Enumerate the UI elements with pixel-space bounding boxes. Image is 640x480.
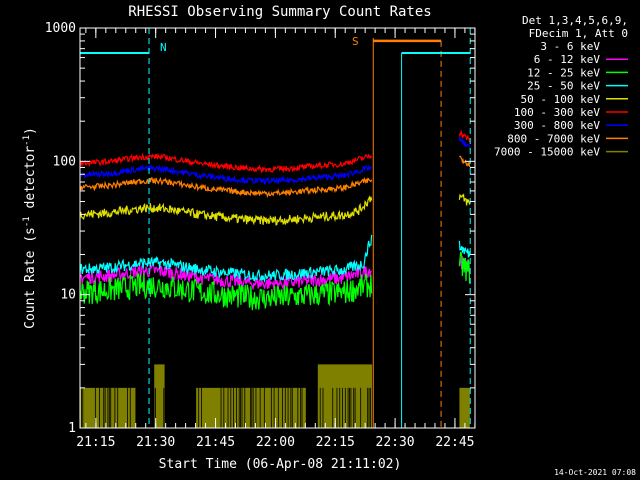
rate-12-25-kev-late-trace: [458, 251, 471, 284]
rate-7000-15000-kev-block-2: [154, 364, 165, 428]
legend-label-rate-7000-15000-kev: 7000 - 15000 keV: [494, 146, 600, 159]
rate-7000-15000-kev-block-6: [317, 364, 321, 428]
rate-3-6-kev-late-trace: [458, 295, 471, 339]
rate-25-50-kev-late-trace: [458, 240, 471, 258]
y-tick-label-1000: 1000: [45, 21, 76, 36]
chart-frame: [79, 27, 476, 429]
rate-100-300-kev-late-trace: [458, 129, 471, 143]
rate-800-7000-kev-trace: [79, 176, 373, 199]
legend-label-rate-800-7000-kev: 800 - 7000 keV: [507, 132, 600, 145]
x-tick-label-2215: 22:15: [316, 435, 355, 450]
y-tick-labels: 1 10 100 1000: [45, 21, 76, 436]
rate-800-7000-kev-late-trace: [459, 155, 471, 168]
chart-title: RHESSI Observing Summary Count Rates: [128, 4, 431, 20]
x-tick-label-2145: 21:45: [196, 435, 235, 450]
legend-label-rate-50-100-kev: 50 - 100 keV: [521, 93, 601, 106]
rate-100-300-kev-trace: [79, 152, 373, 174]
plot-frame: [79, 27, 476, 429]
annotation-s-label: S: [352, 35, 359, 48]
legend-label-rate-300-800-kev: 300 - 800 keV: [514, 119, 600, 132]
legend-label-rate-100-300-kev: 100 - 300 keV: [514, 106, 600, 119]
chart-series: [79, 129, 471, 428]
rate-25-50-kev-trace: [79, 234, 373, 284]
rate-7000-15000-kev-block-4: [196, 387, 306, 428]
y-tick-label-10: 10: [60, 288, 76, 303]
legend-label-rate-3-6-kev: 3 - 6 keV: [540, 40, 600, 53]
x-tick-label-2130: 21:30: [136, 435, 175, 450]
rate-3-6-kev-trace: [79, 290, 373, 383]
rate-6-12-kev-trace: [79, 264, 373, 291]
rate-300-800-kev-trace: [79, 163, 373, 185]
legend-label-rate-6-12-kev: 6 - 12 keV: [534, 53, 601, 66]
rate-50-100-kev-trace: [79, 195, 373, 226]
legend-label-rate-25-50-kev: 25 - 50 keV: [527, 80, 600, 93]
legend-label-rate-12-25-kev: 12 - 25 keV: [527, 66, 600, 79]
rate-7000-15000-kev-block-7: [320, 364, 373, 428]
y-tick-label-100: 100: [53, 154, 76, 169]
legend-header-line-2: FDecim 1, Att 0: [529, 27, 628, 40]
rate-12-25-kev-trace: [79, 272, 373, 311]
timestamp: 14-Oct-2021 07:08: [554, 468, 636, 477]
y-axis-label: Count Rate (s-1 detector-1): [22, 127, 38, 329]
x-tick-label-2230: 22:30: [376, 435, 415, 450]
annotation-n-label: N: [160, 41, 167, 54]
rate-7000-15000-kev-block-8: [459, 387, 470, 428]
x-tick-label-2200: 22:00: [256, 435, 295, 450]
y-tick-label-1: 1: [68, 421, 76, 436]
x-tick-label-2115: 21:15: [76, 435, 115, 450]
x-axis-label: Start Time (06-Apr-08 21:11:02): [159, 457, 402, 472]
rate-300-800-kev-late-trace: [458, 136, 471, 148]
x-tick-label-2245: 22:45: [435, 435, 474, 450]
x-tick-labels: 21:15 21:30 21:45 22:00 22:15 22:30 22:45: [76, 435, 474, 450]
legend-header-line-1: Det 1,3,4,5,6,9,: [522, 14, 628, 27]
rate-50-100-kev-late-trace: [458, 192, 471, 206]
